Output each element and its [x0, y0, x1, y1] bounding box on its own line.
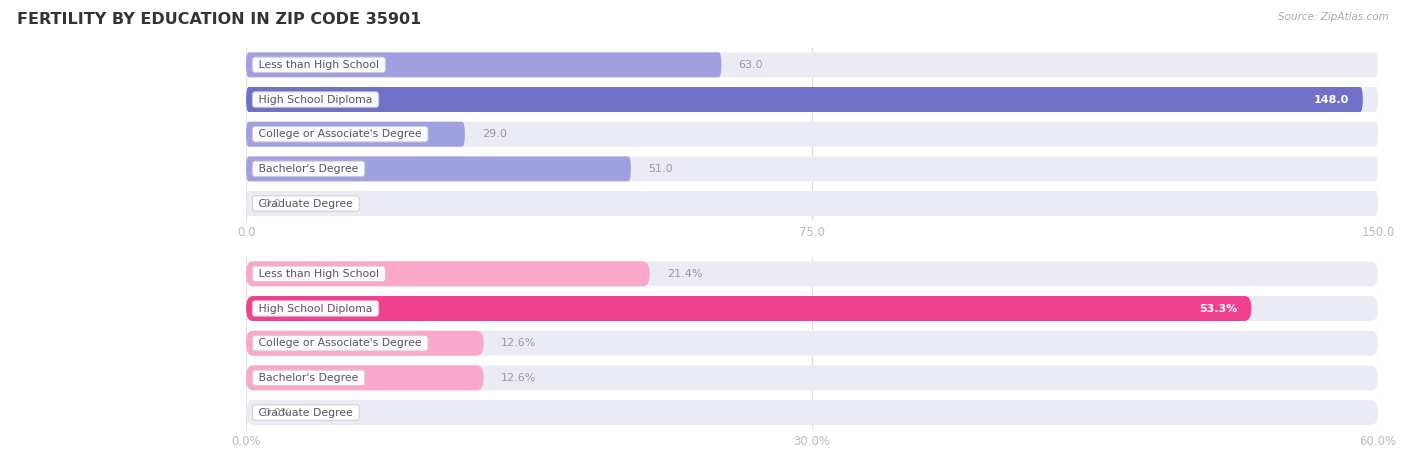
- Text: 29.0: 29.0: [482, 129, 506, 139]
- Text: 21.4%: 21.4%: [666, 269, 702, 279]
- FancyBboxPatch shape: [246, 296, 1251, 321]
- FancyBboxPatch shape: [246, 365, 1378, 390]
- FancyBboxPatch shape: [246, 52, 721, 77]
- FancyBboxPatch shape: [246, 365, 484, 390]
- Text: 12.6%: 12.6%: [501, 338, 536, 348]
- FancyBboxPatch shape: [246, 261, 650, 286]
- Text: FERTILITY BY EDUCATION IN ZIP CODE 35901: FERTILITY BY EDUCATION IN ZIP CODE 35901: [17, 12, 422, 27]
- FancyBboxPatch shape: [246, 156, 631, 181]
- FancyBboxPatch shape: [246, 156, 1378, 181]
- FancyBboxPatch shape: [246, 261, 1378, 286]
- FancyBboxPatch shape: [246, 87, 1378, 112]
- Text: High School Diploma: High School Diploma: [254, 95, 375, 104]
- Text: 51.0: 51.0: [648, 164, 672, 174]
- FancyBboxPatch shape: [246, 52, 1378, 77]
- FancyBboxPatch shape: [246, 122, 465, 147]
- Text: 53.3%: 53.3%: [1199, 304, 1237, 314]
- Text: Source: ZipAtlas.com: Source: ZipAtlas.com: [1278, 12, 1389, 22]
- Text: High School Diploma: High School Diploma: [254, 304, 375, 314]
- Text: 0.0: 0.0: [263, 199, 281, 209]
- Text: 148.0: 148.0: [1315, 95, 1350, 104]
- FancyBboxPatch shape: [246, 331, 1378, 356]
- Text: College or Associate's Degree: College or Associate's Degree: [254, 129, 425, 139]
- FancyBboxPatch shape: [246, 400, 1378, 425]
- Text: 63.0: 63.0: [738, 60, 763, 70]
- FancyBboxPatch shape: [246, 191, 1378, 216]
- FancyBboxPatch shape: [246, 87, 1362, 112]
- Text: Bachelor's Degree: Bachelor's Degree: [254, 373, 361, 383]
- Text: Graduate Degree: Graduate Degree: [254, 408, 357, 418]
- FancyBboxPatch shape: [246, 122, 1378, 147]
- FancyBboxPatch shape: [246, 331, 484, 356]
- Text: Graduate Degree: Graduate Degree: [254, 199, 357, 209]
- Text: 0.0%: 0.0%: [263, 408, 291, 418]
- Text: College or Associate's Degree: College or Associate's Degree: [254, 338, 425, 348]
- Text: Less than High School: Less than High School: [254, 60, 382, 70]
- Text: Bachelor's Degree: Bachelor's Degree: [254, 164, 361, 174]
- Text: Less than High School: Less than High School: [254, 269, 382, 279]
- Text: 12.6%: 12.6%: [501, 373, 536, 383]
- FancyBboxPatch shape: [246, 296, 1378, 321]
